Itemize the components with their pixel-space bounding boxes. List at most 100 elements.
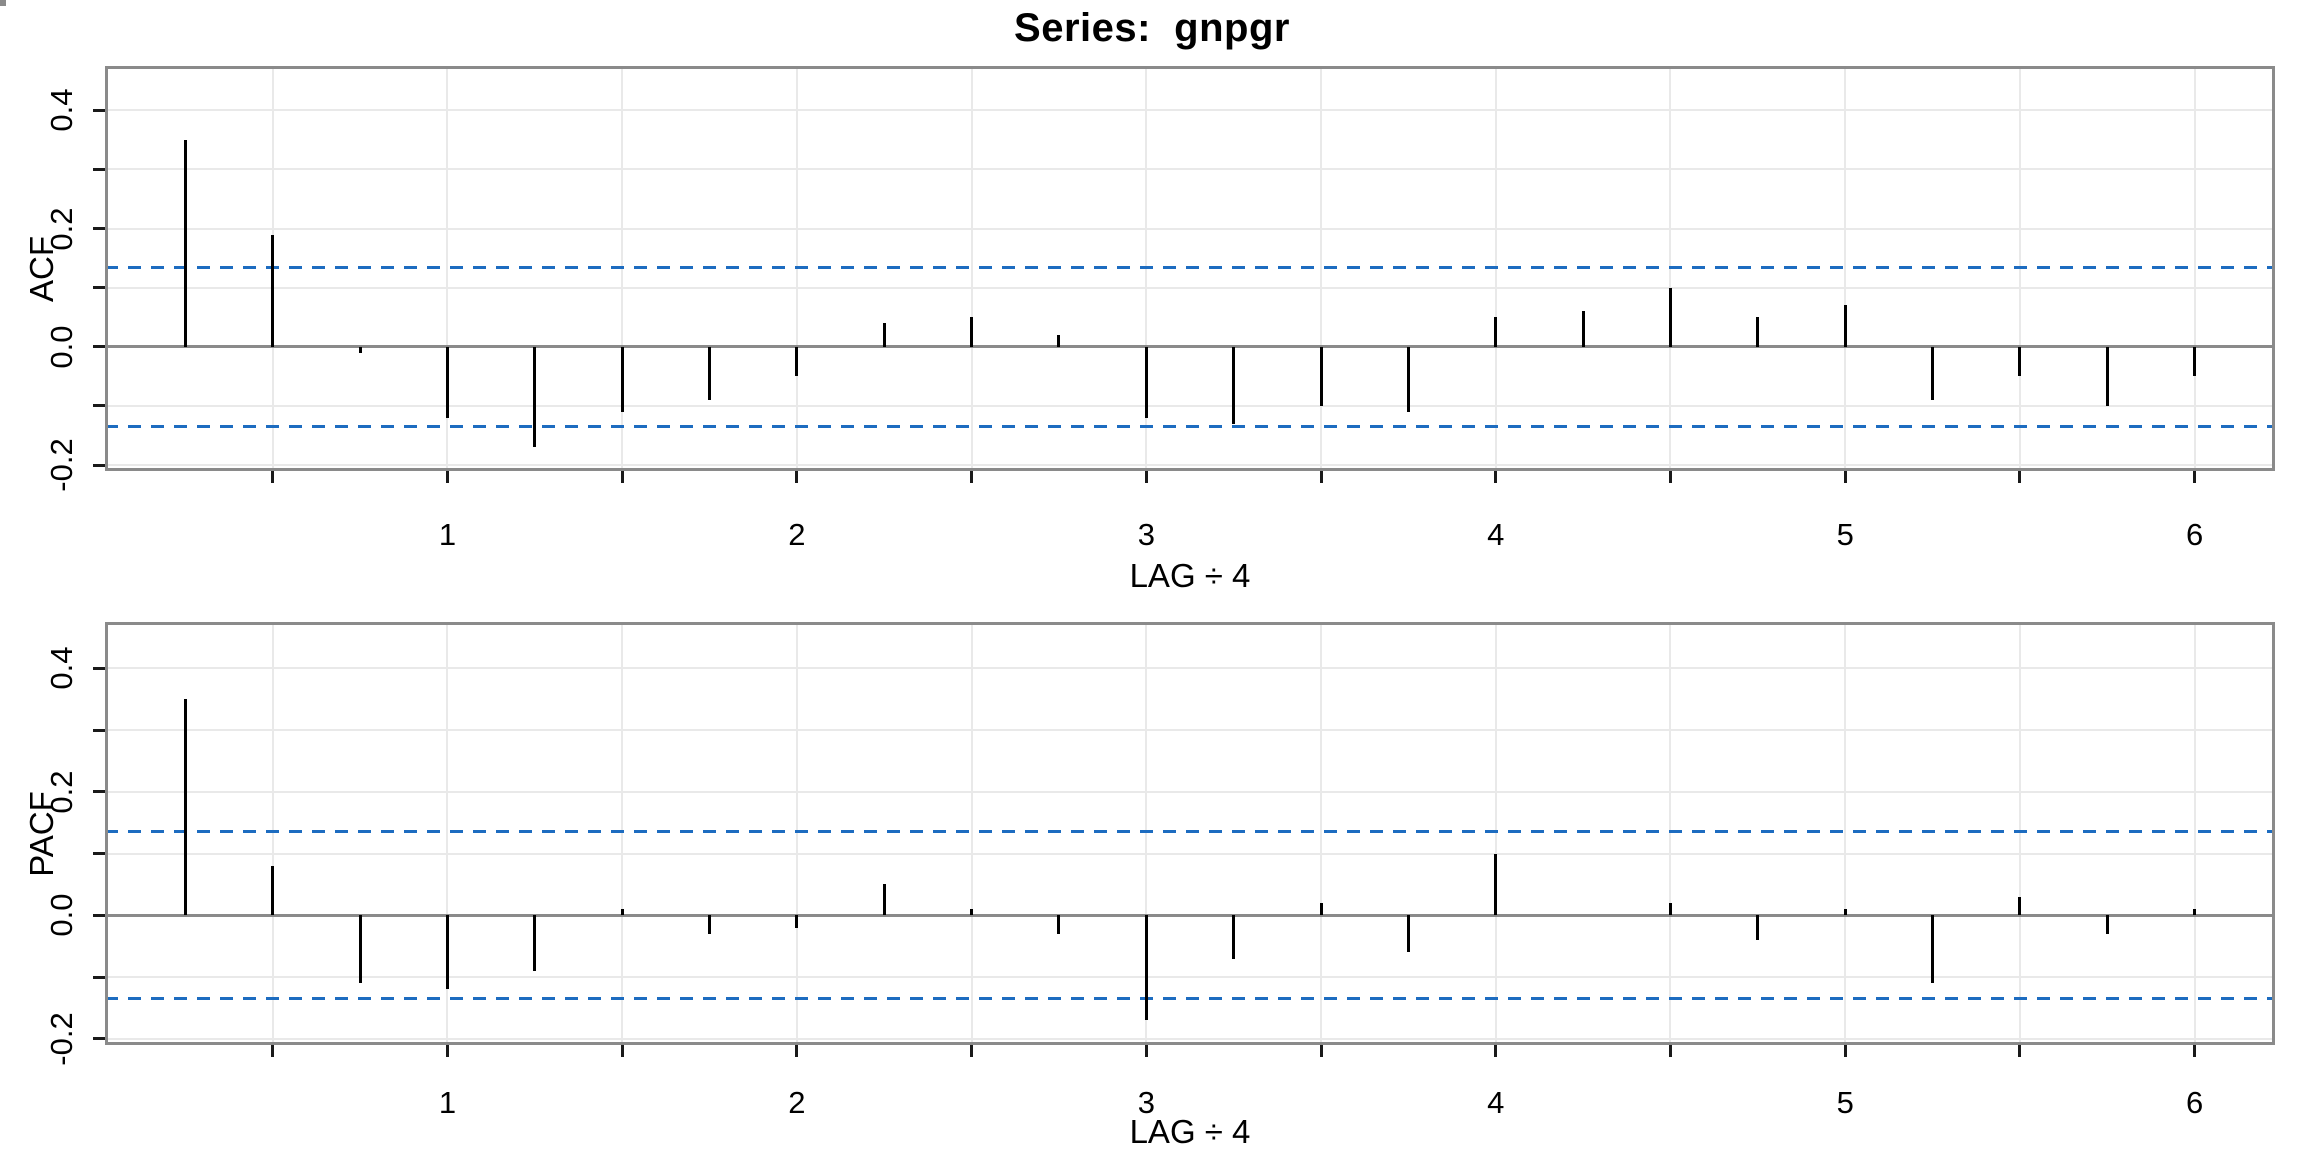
x-tick-label: 1 [438, 517, 457, 552]
v-gridline [1320, 622, 1323, 1045]
acf-bar [2018, 346, 2022, 377]
x-tick [1668, 471, 1672, 483]
x-tick-label: 6 [2186, 517, 2204, 552]
pacf-bar [795, 915, 799, 928]
x-tick [445, 1045, 449, 1057]
x-tick-label: 2 [788, 1085, 806, 1120]
pacf-bar [1931, 915, 1935, 984]
pacf-bar [708, 915, 712, 934]
zero-line [105, 913, 2275, 917]
confidence-band [105, 830, 2275, 834]
y-tick [93, 1037, 105, 1041]
x-tick [445, 471, 449, 483]
acf-bar [970, 317, 974, 347]
y-tick [93, 790, 105, 794]
h-gridline [105, 227, 2275, 230]
pacf-x-axis-label: LAG ÷ 4 [1129, 1113, 1251, 1150]
h-gridline [105, 976, 2275, 979]
x-tick-label: 6 [2186, 1085, 2204, 1120]
y-tick [93, 728, 105, 732]
pacf-bar [1843, 909, 1847, 916]
x-tick-label: 4 [1487, 517, 1505, 552]
x-tick [2018, 471, 2022, 483]
acf-bar [1057, 335, 1061, 347]
y-tick-label: 0.2 [44, 207, 79, 251]
h-gridline [105, 286, 2275, 289]
acf-bar [358, 346, 362, 353]
x-tick [795, 471, 799, 483]
h-gridline [105, 404, 2275, 407]
pacf-bar [1057, 915, 1061, 934]
v-gridline [2018, 622, 2021, 1045]
pacf-bar [882, 884, 886, 916]
y-tick-label: 0.0 [44, 325, 79, 369]
y-tick [93, 345, 105, 349]
acf-border [105, 66, 2275, 471]
v-gridline [271, 622, 274, 1045]
x-tick [970, 471, 974, 483]
acf-bar [1494, 317, 1498, 347]
acf-bar [1668, 287, 1672, 347]
pacf-bar [1232, 915, 1236, 959]
pacf-bar [2018, 896, 2022, 916]
pacf-plot-area [0, 0, 6, 6]
acf-bar [1931, 346, 1935, 401]
h-gridline [105, 464, 2275, 467]
acf-bar [795, 346, 799, 377]
acf-bar [2105, 346, 2109, 406]
pacf-bar [1756, 915, 1760, 940]
x-tick [1494, 1045, 1498, 1057]
pacf-bar [2105, 915, 2109, 934]
pacf-bar [1406, 915, 1410, 953]
acf-bar [183, 139, 187, 347]
acf-bar [882, 323, 886, 347]
y-tick [93, 913, 105, 917]
h-gridline [105, 790, 2275, 793]
acf-bar [533, 346, 537, 448]
pacf-bar [1144, 915, 1148, 1021]
pacf-bar [970, 909, 974, 916]
acf-bar [1144, 346, 1148, 418]
x-tick [620, 471, 624, 483]
pacf-bar [533, 915, 537, 971]
v-gridline [1145, 622, 1148, 1045]
y-tick-label: 0.0 [44, 893, 79, 937]
confidence-band [105, 997, 2275, 1001]
y-tick-label: -0.2 [44, 1012, 79, 1066]
pacf-bar [1319, 902, 1323, 916]
pacf-bar [620, 909, 624, 916]
y-tick-label: 0.2 [44, 770, 79, 814]
acf-bar [1581, 311, 1585, 347]
x-tick [1319, 1045, 1323, 1057]
y-tick [93, 108, 105, 112]
zero-line [105, 345, 2275, 349]
x-tick [271, 471, 275, 483]
y-tick [93, 975, 105, 979]
v-gridline [621, 622, 624, 1045]
y-tick [93, 404, 105, 408]
h-gridline [105, 667, 2275, 670]
y-tick [93, 167, 105, 171]
pacf-bar [1668, 902, 1672, 916]
pacf-bar [1494, 853, 1498, 916]
v-gridline [1669, 622, 1672, 1045]
x-tick [620, 1045, 624, 1057]
pacf-bar [271, 865, 275, 916]
x-tick [1668, 1045, 1672, 1057]
pacf-bar [445, 915, 449, 990]
y-tick [93, 666, 105, 670]
h-gridline [105, 729, 2275, 732]
y-tick-label: -0.2 [44, 438, 79, 492]
x-tick [1319, 471, 1323, 483]
acf-x-axis-label: LAG ÷ 4 [1129, 557, 1251, 594]
pacf-bar [183, 699, 187, 916]
x-tick [795, 1045, 799, 1057]
h-gridline [105, 109, 2275, 112]
x-tick-label: 3 [1137, 1085, 1155, 1120]
x-tick [1843, 1045, 1847, 1057]
v-gridline [795, 622, 798, 1045]
y-tick [93, 852, 105, 856]
y-tick [93, 463, 105, 467]
acf-bar [445, 346, 449, 418]
